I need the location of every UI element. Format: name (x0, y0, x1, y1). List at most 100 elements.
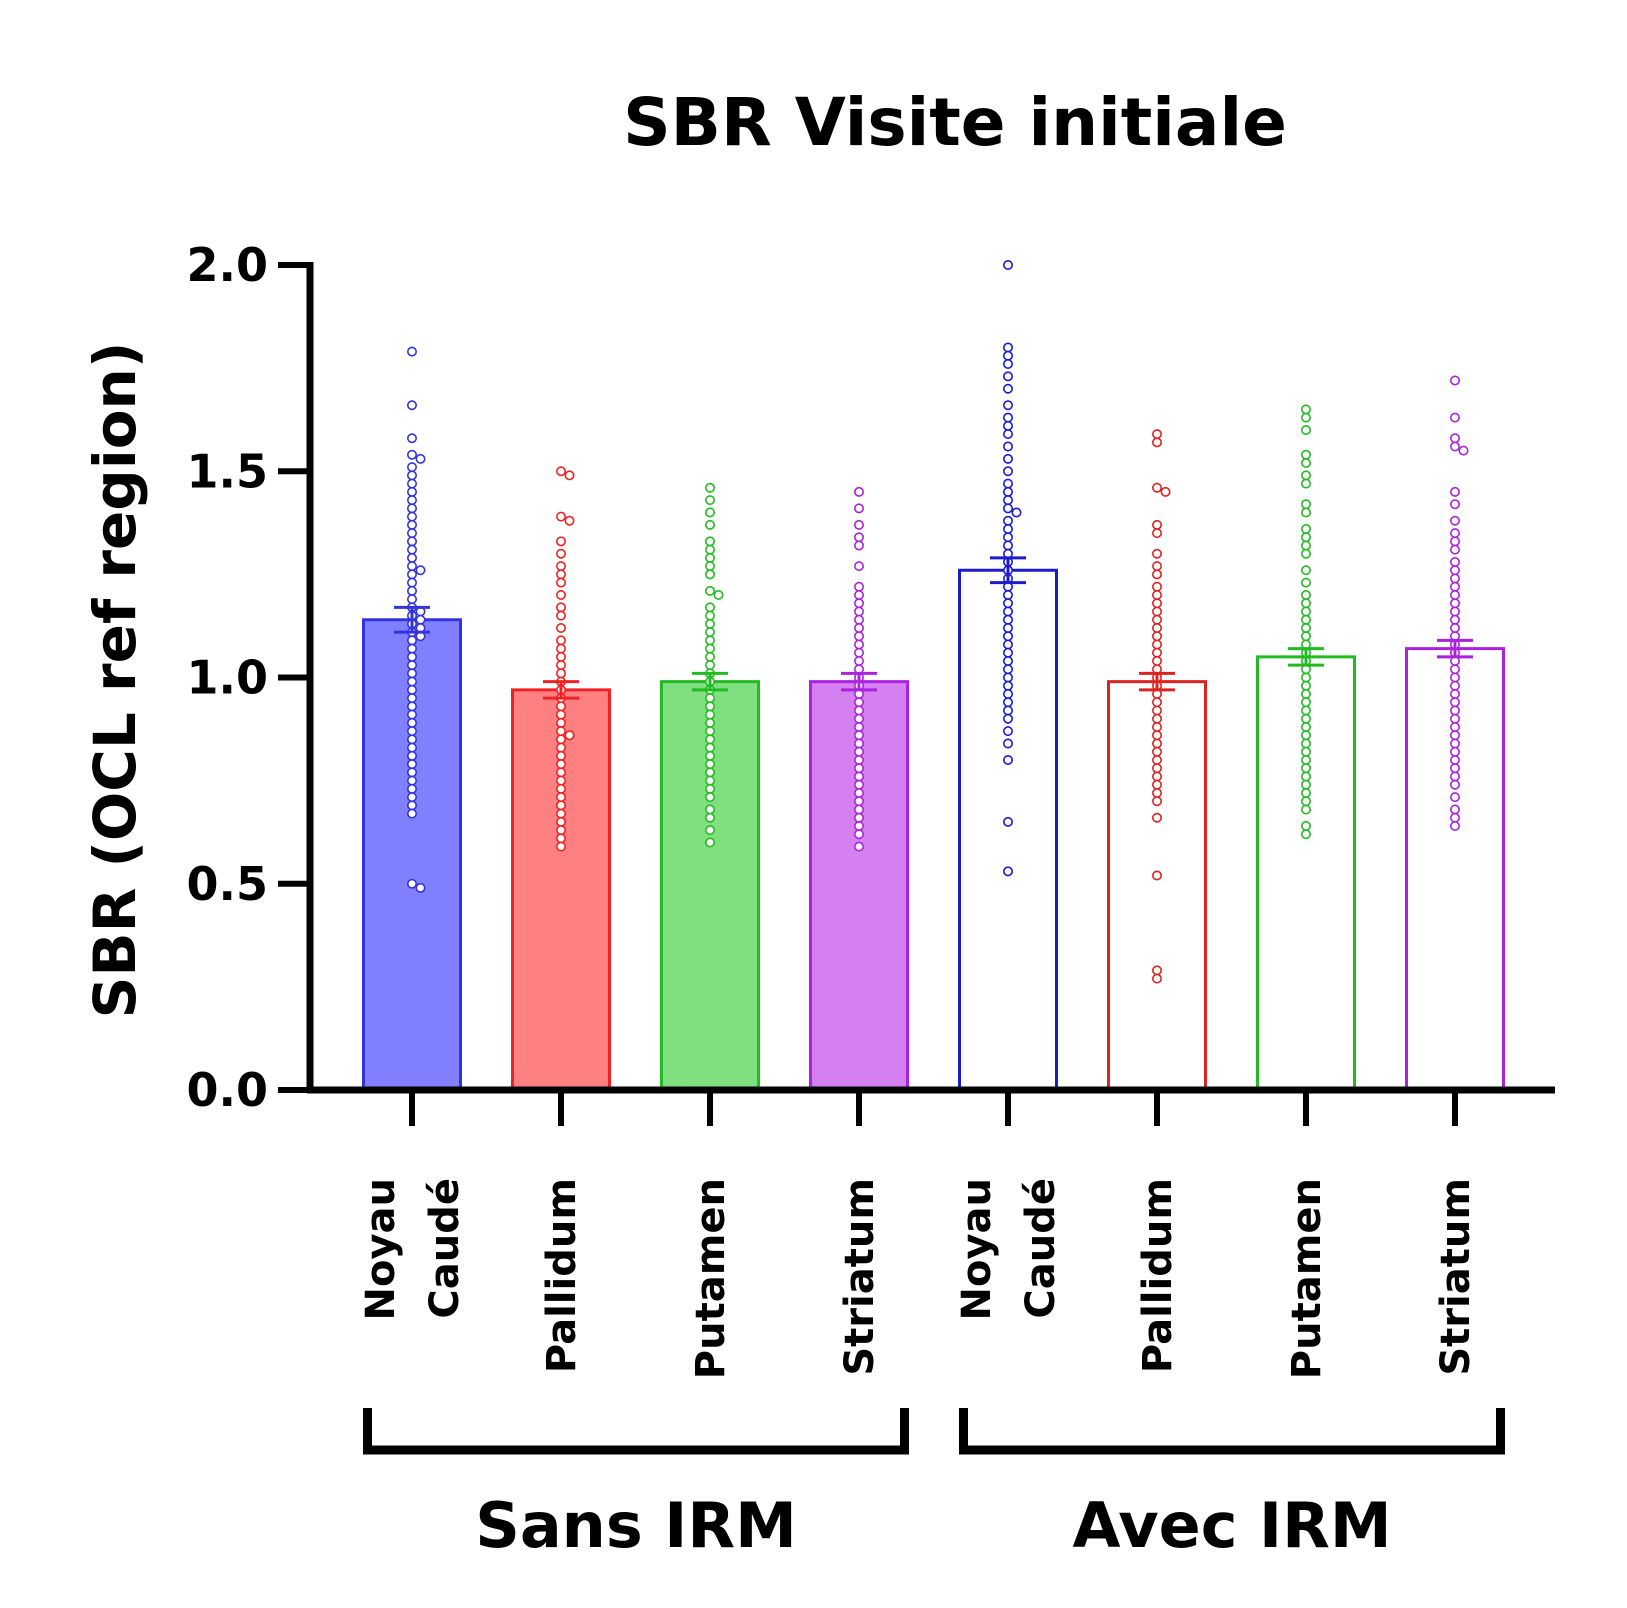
data-point (1450, 792, 1461, 803)
data-point (1002, 680, 1013, 691)
data-point (704, 750, 715, 761)
chart-title: SBR Visite initiale (623, 84, 1287, 161)
data-point (406, 676, 417, 687)
data-point (564, 515, 575, 526)
data-point (555, 808, 566, 819)
data-point (704, 635, 715, 646)
data-point (704, 643, 715, 654)
data-point (1450, 412, 1461, 423)
data-point (406, 693, 417, 704)
data-point (1002, 726, 1013, 737)
points-layer (406, 259, 1469, 984)
data-point (1450, 664, 1461, 675)
data-point (406, 503, 417, 514)
data-point (704, 804, 715, 815)
data-point (704, 610, 715, 621)
data-point (1002, 639, 1013, 650)
data-point (1450, 433, 1461, 444)
data-point (1002, 466, 1013, 477)
data-point (1450, 598, 1461, 609)
data-point (1002, 713, 1013, 724)
data-point (1152, 589, 1163, 600)
data-point (704, 651, 715, 662)
data-point (1152, 763, 1163, 774)
data-point (1301, 820, 1312, 831)
data-point (1301, 697, 1312, 708)
data-point (406, 346, 417, 357)
data-point (853, 841, 864, 852)
data-point (853, 631, 864, 642)
data-point (1301, 746, 1312, 757)
category-label: Caudé (1018, 1178, 1064, 1319)
data-point (1458, 445, 1469, 456)
data-point (853, 754, 864, 765)
data-point (1450, 581, 1461, 592)
data-point (555, 841, 566, 852)
data-point (1152, 561, 1163, 572)
data-point (1152, 598, 1163, 609)
data-point (1002, 350, 1013, 361)
y-tick-label: 2.0 (187, 238, 269, 292)
data-point (1301, 738, 1312, 749)
data-point (853, 647, 864, 658)
data-point (1450, 622, 1461, 633)
data-point (1002, 412, 1013, 423)
data-point (1002, 495, 1013, 506)
data-point (1002, 606, 1013, 617)
data-point (704, 759, 715, 770)
y-tick-label: 0.0 (187, 1063, 269, 1117)
data-point (1152, 973, 1163, 984)
data-point (555, 548, 566, 559)
data-point (853, 589, 864, 600)
data-point (1002, 532, 1013, 543)
data-point (555, 825, 566, 836)
data-point (1301, 606, 1312, 617)
data-point (704, 825, 715, 836)
category-label: Putamen (1284, 1178, 1330, 1379)
data-point (1450, 697, 1461, 708)
data-point (704, 569, 715, 580)
data-point (704, 709, 715, 720)
data-point (1301, 507, 1312, 518)
category-label: Pallidum (539, 1178, 585, 1373)
data-point (704, 792, 715, 803)
data-point (406, 651, 417, 662)
data-point (406, 495, 417, 506)
data-point (564, 470, 575, 481)
data-point (1301, 771, 1312, 782)
category-label: Noyau (358, 1178, 404, 1321)
group-bracket (959, 1408, 1505, 1455)
data-point (555, 734, 566, 745)
data-point (1152, 721, 1163, 732)
data-point (1301, 478, 1312, 489)
data-point (555, 792, 566, 803)
data-point (1450, 812, 1461, 823)
data-point (415, 453, 426, 464)
data-point (853, 519, 864, 530)
data-point (853, 655, 864, 666)
bars-layer (362, 568, 1505, 1092)
bar-3 (809, 680, 909, 1092)
data-point (1152, 528, 1163, 539)
data-point (853, 721, 864, 732)
data-point (853, 820, 864, 831)
data-point (555, 589, 566, 600)
data-point (406, 470, 417, 481)
data-point (1301, 457, 1312, 468)
data-point (1450, 499, 1461, 510)
data-point (853, 730, 864, 741)
data-point (1152, 713, 1163, 724)
data-point (1450, 680, 1461, 691)
data-point (1002, 453, 1013, 464)
data-point (1450, 614, 1461, 625)
data-point (1301, 672, 1312, 683)
data-point (406, 400, 417, 411)
data-point (853, 787, 864, 798)
data-point (1152, 771, 1163, 782)
data-point (1152, 614, 1163, 625)
data-point (1301, 763, 1312, 774)
data-point (406, 511, 417, 522)
data-point (555, 561, 566, 572)
data-point (853, 746, 864, 757)
data-point (1152, 754, 1163, 765)
